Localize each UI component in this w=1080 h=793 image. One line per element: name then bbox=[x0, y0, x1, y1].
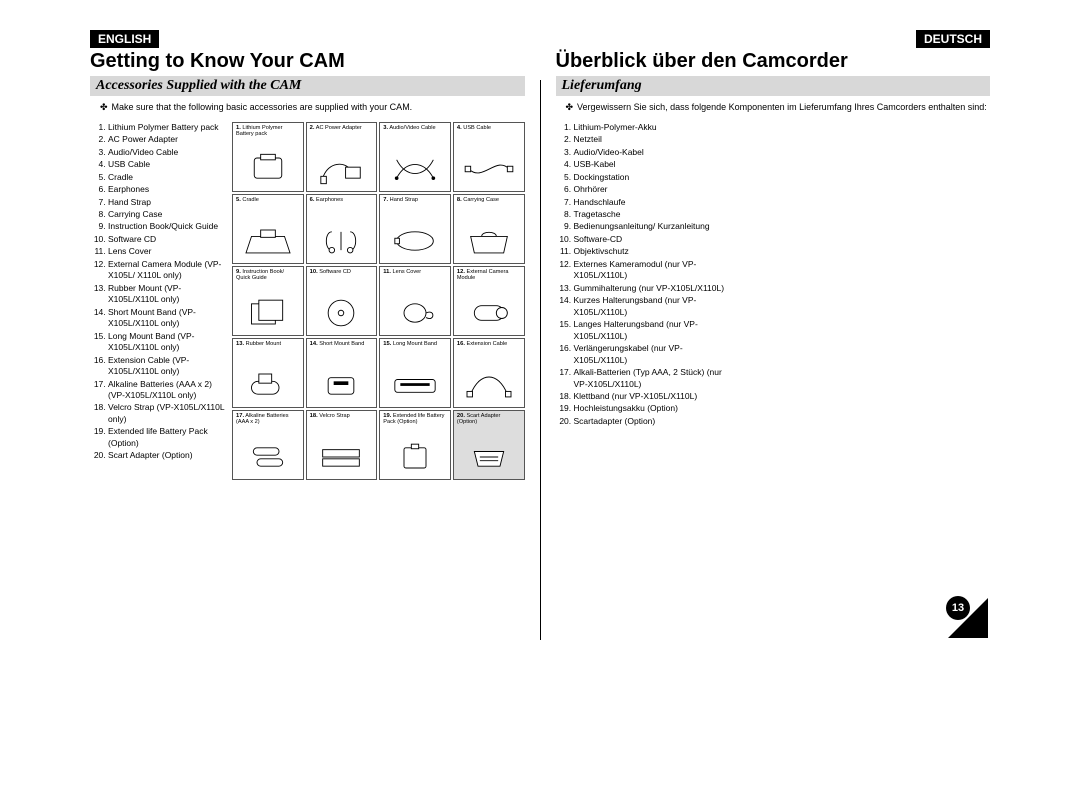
list-item: Handschlaufe bbox=[574, 197, 729, 208]
note-de: Vergewissern Sie sich, dass folgende Kom… bbox=[580, 102, 991, 114]
list-item: Externes Kameramodul (nur VP-X105L/X110L… bbox=[574, 259, 729, 282]
list-item: USB Cable bbox=[108, 159, 226, 170]
list-item: Lithium-Polymer-Akku bbox=[574, 122, 729, 133]
list-item: Scart Adapter (Option) bbox=[108, 450, 226, 461]
column-deutsch: DEUTSCH Überblick über den Camcorder Lie… bbox=[541, 30, 991, 640]
accessory-cell: 13. Rubber Mount bbox=[232, 338, 304, 408]
list-item: Short Mount Band (VP-X105L/X110L only) bbox=[108, 307, 226, 330]
accessory-cell: 18. Velcro Strap bbox=[306, 410, 378, 480]
list-item: Audio/Video Cable bbox=[108, 147, 226, 158]
accessory-cell: 16. Extension Cable bbox=[453, 338, 525, 408]
list-item: USB-Kabel bbox=[574, 159, 729, 170]
accessory-cell: 4. USB Cable bbox=[453, 122, 525, 192]
note-en: Make sure that the following basic acces… bbox=[114, 102, 525, 114]
list-item: Netzteil bbox=[574, 134, 729, 145]
list-item: Scartadapter (Option) bbox=[574, 416, 729, 427]
accessory-cell: 19. Extended life Battery Pack (Option) bbox=[379, 410, 451, 480]
list-item: Audio/Video-Kabel bbox=[574, 147, 729, 158]
list-item: Dockingstation bbox=[574, 172, 729, 183]
list-item: Ohrhörer bbox=[574, 184, 729, 195]
accessory-grid: 1. Lithium Polymer Battery pack2. AC Pow… bbox=[232, 122, 525, 480]
list-item: Klettband (nur VP-X105L/X110L) bbox=[574, 391, 729, 402]
accessory-cell: 2. AC Power Adapter bbox=[306, 122, 378, 192]
list-item: Langes Halterungsband (nur VP-X105L/X110… bbox=[574, 319, 729, 342]
page: ENGLISH Getting to Know Your CAM Accesso… bbox=[90, 30, 990, 640]
list-item: Cradle bbox=[108, 172, 226, 183]
list-item: Extended life Battery Pack (Option) bbox=[108, 426, 226, 449]
accessory-cell: 14. Short Mount Band bbox=[306, 338, 378, 408]
list-item: Carrying Case bbox=[108, 209, 226, 220]
page-number: 13 bbox=[946, 596, 970, 620]
list-item: Lens Cover bbox=[108, 246, 226, 257]
accessory-cell: 1. Lithium Polymer Battery pack bbox=[232, 122, 304, 192]
column-english: ENGLISH Getting to Know Your CAM Accesso… bbox=[90, 30, 540, 640]
list-item: Software CD bbox=[108, 234, 226, 245]
accessory-cell: 9. Instruction Book/ Quick Guide bbox=[232, 266, 304, 336]
subheading-de: Lieferumfang bbox=[556, 76, 991, 96]
accessory-cell: 17. Alkaline Batteries (AAA x 2) bbox=[232, 410, 304, 480]
accessory-cell: 6. Earphones bbox=[306, 194, 378, 264]
list-item: Verlängerungskabel (nur VP-X105L/X110L) bbox=[574, 343, 729, 366]
accessory-cell: 20. Scart Adapter (Option) bbox=[453, 410, 525, 480]
accessory-cell: 7. Hand Strap bbox=[379, 194, 451, 264]
list-item: Rubber Mount (VP-X105L/X110L only) bbox=[108, 283, 226, 306]
list-item: Hochleistungsakku (Option) bbox=[574, 403, 729, 414]
list-item: Bedienungsanleitung/ Kurzanleitung bbox=[574, 221, 729, 232]
list-item: Velcro Strap (VP-X105L/X110L only) bbox=[108, 402, 226, 425]
lang-label-en: ENGLISH bbox=[90, 30, 159, 48]
accessory-cell: 3. Audio/Video Cable bbox=[379, 122, 451, 192]
list-item: Lithium Polymer Battery pack bbox=[108, 122, 226, 133]
accessory-cell: 10. Software CD bbox=[306, 266, 378, 336]
heading-en: Getting to Know Your CAM bbox=[90, 48, 525, 76]
accessory-cell: 12. External Camera Module bbox=[453, 266, 525, 336]
accessory-cell: 8. Carrying Case bbox=[453, 194, 525, 264]
list-item: Alkaline Batteries (AAA x 2) (VP-X105L/X… bbox=[108, 379, 226, 402]
accessory-cell: 5. Cradle bbox=[232, 194, 304, 264]
list-item: Alkali-Batterien (Typ AAA, 2 Stück) (nur… bbox=[574, 367, 729, 390]
list-item: Hand Strap bbox=[108, 197, 226, 208]
list-en: Lithium Polymer Battery packAC Power Ada… bbox=[90, 122, 226, 480]
list-item: Instruction Book/Quick Guide bbox=[108, 221, 226, 232]
subheading-en: Accessories Supplied with the CAM bbox=[90, 76, 525, 96]
lang-label-de: DEUTSCH bbox=[916, 30, 990, 48]
list-item: Earphones bbox=[108, 184, 226, 195]
list-item: Kurzes Halterungsband (nur VP-X105L/X110… bbox=[574, 295, 729, 318]
list-item: Extension Cable (VP-X105L/X110L only) bbox=[108, 355, 226, 378]
list-item: Software-CD bbox=[574, 234, 729, 245]
list-item: Tragetasche bbox=[574, 209, 729, 220]
accessory-cell: 15. Long Mount Band bbox=[379, 338, 451, 408]
list-item: Long Mount Band (VP-X105L/X110L only) bbox=[108, 331, 226, 354]
list-item: External Camera Module (VP-X105L/ X110L … bbox=[108, 259, 226, 282]
list-de: Lithium-Polymer-AkkuNetzteil Audio/Video-… bbox=[556, 122, 729, 429]
list-item: Objektivschutz bbox=[574, 246, 729, 257]
list-item: Gummihalterung (nur VP-X105L/X110L) bbox=[574, 283, 729, 294]
list-item: AC Power Adapter bbox=[108, 134, 226, 145]
heading-de: Überblick über den Camcorder bbox=[556, 48, 991, 76]
accessory-cell: 11. Lens Cover bbox=[379, 266, 451, 336]
